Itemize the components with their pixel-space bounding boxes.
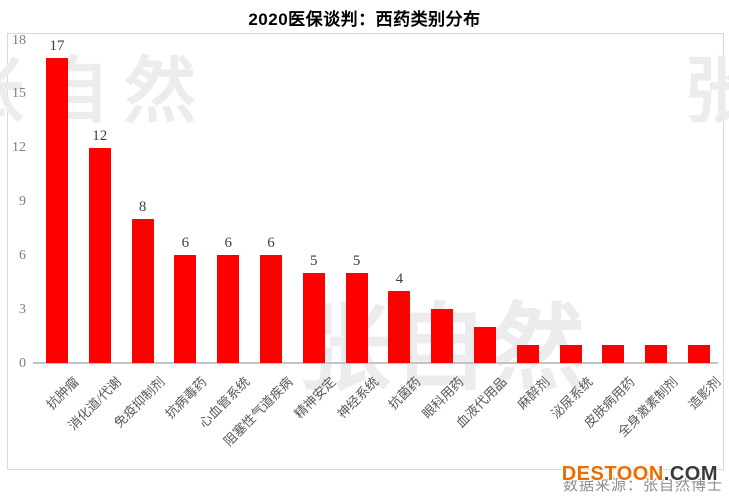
bar [217,255,240,363]
y-axis-tick-label: 18 [12,32,26,48]
x-axis-category-label: 抗菌药 [385,374,425,413]
bar [645,345,668,363]
bar-value-label: 5 [352,253,361,270]
bar-value-label: 6 [181,235,190,252]
destoon-logo: DESTOON.COM [562,463,718,486]
chart-title: 2020医保谈判：西药类别分布 [248,10,481,29]
bar-value-label: 8 [138,199,147,216]
bar [345,273,368,363]
plot-frame [7,33,724,470]
destoon-logo-suffix: .COM [663,463,718,485]
bar [174,255,197,363]
x-axis-category-label: 神经系统 [333,374,382,422]
bar [46,58,68,363]
bar-value-label: 17 [49,38,65,55]
bar [88,147,111,363]
destoon-logo-brand: DESTOON [561,463,664,485]
bar [474,327,496,363]
bar [388,291,411,363]
y-axis-tick-label: 9 [19,194,26,210]
bar-value-label: 4 [395,271,404,288]
bar [516,345,539,363]
data-source-text: 数据来源：张自然博士 [562,478,723,494]
watermark-top-left: 张自然 [0,52,211,132]
y-axis-tick-label: 12 [12,140,26,156]
y-axis-tick-label: 15 [12,86,26,102]
bar [688,345,710,363]
x-axis-category-label: 麻醉剂 [514,374,553,413]
y-axis-tick-label: 3 [19,301,26,317]
x-axis-category-label: 精神安定 [291,374,339,422]
y-axis-tick-label: 0 [19,355,26,371]
bar [131,219,154,363]
watermark-right: 张自然 [684,56,729,128]
x-axis-category-label: 抗肿瘤 [43,374,82,413]
bar [559,345,582,363]
bar-value-label: 5 [310,253,318,270]
x-axis-category-label: 造影剂 [685,374,724,413]
bar [260,255,282,363]
bar-value-label: 6 [267,235,275,252]
bar [302,273,325,363]
x-axis-line [33,362,718,364]
bar [431,309,454,363]
bar [602,345,625,363]
bar-value-label: 6 [224,235,232,252]
y-axis-tick-label: 6 [19,247,26,263]
bar-value-label: 12 [92,127,108,144]
